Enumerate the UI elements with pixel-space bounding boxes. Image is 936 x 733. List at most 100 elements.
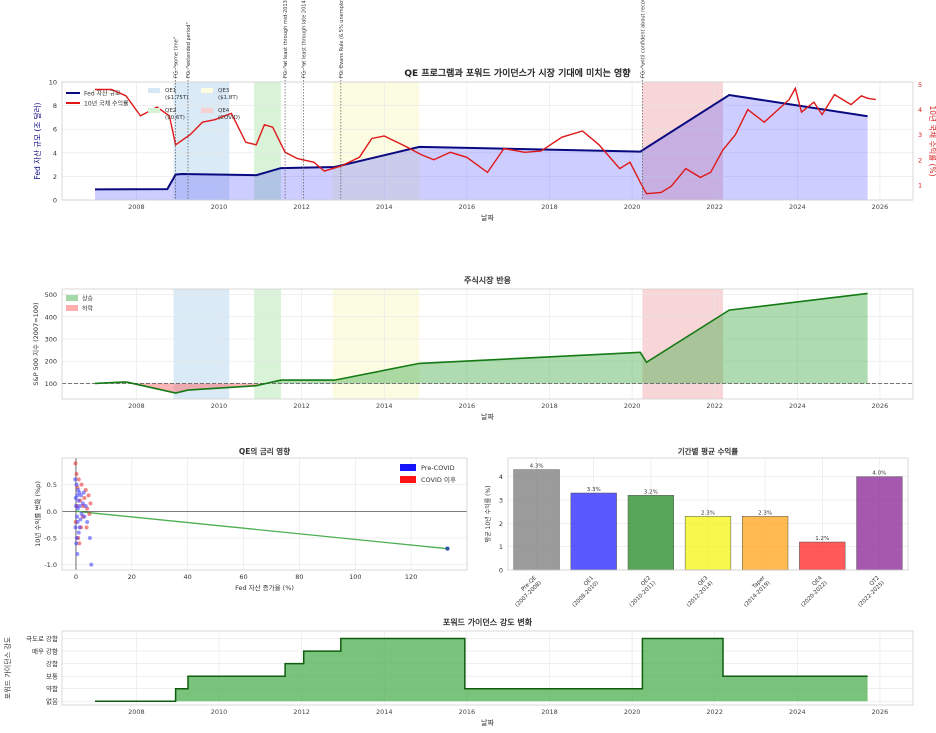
p1-legend-line: ($1.8T) xyxy=(218,95,238,101)
p1-ytick: 6 xyxy=(53,126,57,134)
p3-xtick: 60 xyxy=(239,573,247,581)
p1-legend-line: QE3 xyxy=(218,88,230,94)
qe-period-shade xyxy=(173,289,230,399)
qe-period-shade xyxy=(332,289,420,399)
p5-xtick: 2024 xyxy=(789,708,806,716)
p5-xtick: 2020 xyxy=(624,708,641,716)
scatter-point-precovid xyxy=(75,552,80,556)
sp500-line xyxy=(94,292,868,394)
p5-xtick: 2016 xyxy=(459,708,476,716)
scatter-point-precovid xyxy=(74,536,79,540)
p3-legend-swatch xyxy=(400,464,416,471)
p1-ylabel: Fed 자산 규모 (조 달러) xyxy=(32,102,42,179)
p5-ytick: 매우 강함 xyxy=(32,647,58,656)
p3-ytick: 0.0 xyxy=(47,508,57,516)
p1-legend-swatch xyxy=(201,108,213,113)
scatter-point-outlier xyxy=(445,546,450,551)
p3-ylabel: 10년 수익률 변화 (%p) xyxy=(33,481,42,547)
qe-period-shade xyxy=(332,82,420,200)
qe-period-shade xyxy=(254,82,281,200)
bar-value-label: 3.2% xyxy=(644,489,658,495)
plot-frame xyxy=(61,457,468,571)
bar-value-label: 4.3% xyxy=(530,464,544,470)
plot-frame xyxy=(507,457,909,571)
p5-ytick: 강함 xyxy=(46,659,58,668)
plot-frame xyxy=(61,81,914,201)
p1-xlabel: 날짜 xyxy=(481,213,494,222)
p1-xtick: 2008 xyxy=(128,203,145,211)
bar xyxy=(856,476,903,571)
guidance-strength-line xyxy=(95,637,868,702)
p5-ylabel: 포워드 가이던스 강도 xyxy=(3,636,12,699)
scatter-point-covid xyxy=(77,541,82,546)
p4-ytick: 4 xyxy=(499,473,503,481)
p4-title: 기간별 평균 수익률 xyxy=(678,446,739,456)
bar-value-label: 2.3% xyxy=(758,510,772,516)
p1-legend-line: ($1.75T) xyxy=(165,95,188,101)
scatter-point-covid xyxy=(84,525,89,530)
p3-xtick: 40 xyxy=(184,573,192,581)
bar xyxy=(513,469,560,571)
scatter-point-precovid xyxy=(75,520,80,524)
scatter-point-precovid xyxy=(73,477,78,482)
p1-ytick: 8 xyxy=(53,102,57,110)
p3-legend-label: Pre-COVID xyxy=(421,464,455,472)
p1-xtick: 2010 xyxy=(211,203,228,211)
p1-ylabel-right: 10년 국채 수익률 (%) xyxy=(928,105,936,176)
p3-xtick: 100 xyxy=(349,573,361,581)
p1-ytick-right: 3 xyxy=(918,131,922,139)
scatter-point-covid xyxy=(74,472,79,476)
bar-value-label: 4.0% xyxy=(872,471,886,477)
p1-legend-label: QE4 (COVID) xyxy=(218,108,240,121)
p5-xtick: 2010 xyxy=(211,708,228,716)
p5-xlabel: 날짜 xyxy=(481,718,494,727)
p1-xtick: 2014 xyxy=(376,203,393,211)
plot-frame xyxy=(61,630,914,706)
p5-title: 포워드 가이던스 강도 변화 xyxy=(443,617,533,627)
p2-ytick: 500 xyxy=(45,291,57,299)
p1-legend-swatch xyxy=(148,108,160,113)
p3-xtick: 80 xyxy=(295,573,303,581)
p1-legend-line: QE4 xyxy=(218,108,230,114)
p2-title: 주식시장 반응 xyxy=(464,275,512,285)
p1-ytick: 2 xyxy=(53,173,57,181)
guidance-event-label: FG: Evans Rule (6.5% unemployment) xyxy=(339,0,345,78)
sp500-gain-area xyxy=(95,293,868,384)
p1-ytick-right: 2 xyxy=(918,156,922,164)
p1-legend-line: QE1 xyxy=(165,88,176,94)
p2-ylabel: S&P 500 지수 (2007=100) xyxy=(31,302,40,385)
scatter-point-precovid xyxy=(73,496,78,500)
p1-legend-label: 10년 국채 수익률 xyxy=(84,100,129,108)
scatter-point-precovid xyxy=(80,501,85,506)
scatter-point-precovid xyxy=(82,514,87,519)
scatter-point-precovid xyxy=(81,490,86,495)
p5-ytick: 약함 xyxy=(46,684,58,693)
qe-period-shade xyxy=(642,289,723,399)
p5-ytick: 보통 xyxy=(46,673,58,681)
p2-legend-label: 하락 xyxy=(82,305,94,313)
p4-ytick: 1 xyxy=(499,543,503,551)
trend-line xyxy=(75,510,448,550)
p3-title: QE의 금리 영향 xyxy=(239,446,290,456)
bar xyxy=(627,495,674,571)
p2-xtick: 2026 xyxy=(872,402,889,410)
p1-ytick: 0 xyxy=(53,197,57,205)
p5-xtick: 2012 xyxy=(293,708,310,716)
p1-legend-swatch xyxy=(148,88,160,93)
p1-ytick: 10 xyxy=(49,79,57,87)
p2-ytick: 100 xyxy=(45,380,57,388)
p2-legend-swatch xyxy=(66,305,78,311)
p5-ytick: 극도로 강함 xyxy=(26,634,58,643)
p2-xtick: 2020 xyxy=(624,402,641,410)
scatter-point-precovid xyxy=(76,530,81,535)
bar-category-label: QE3(2012-2014) xyxy=(681,575,715,609)
bar-category-label: Taper(2014-2019) xyxy=(738,575,772,609)
p1-xtick: 2020 xyxy=(624,203,641,211)
fed-assets-area xyxy=(95,95,868,200)
p4-ytick: 0 xyxy=(499,567,503,575)
guidance-event-label: FG: "extended period" xyxy=(186,22,192,78)
scatter-point-covid xyxy=(82,496,87,500)
p2-ytick: 400 xyxy=(45,313,57,321)
p1-xtick: 2022 xyxy=(706,203,723,211)
